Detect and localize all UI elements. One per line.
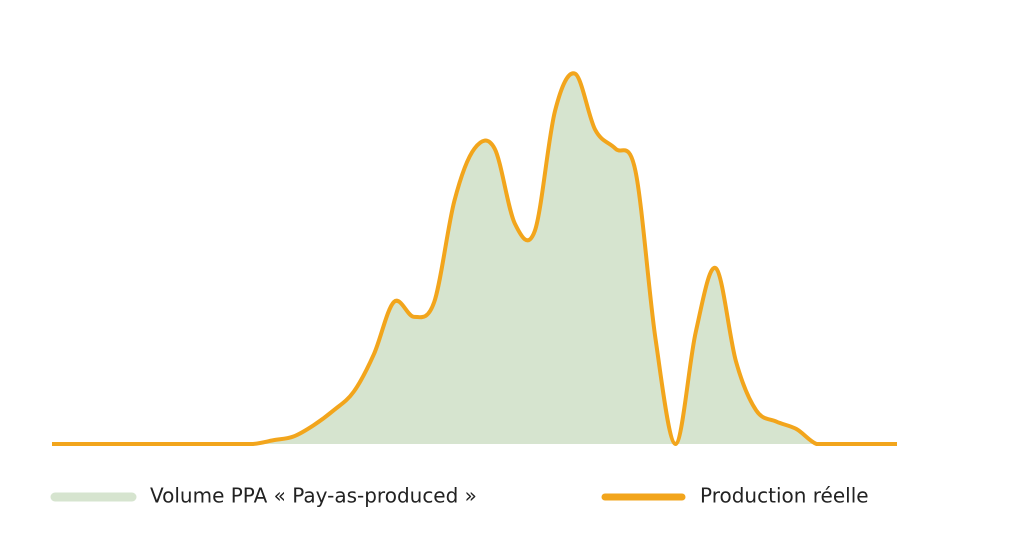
legend-label: Production réelle (700, 484, 869, 508)
legend-label: Volume PPA « Pay-as-produced » (150, 484, 477, 508)
line (52, 71, 897, 446)
area (52, 73, 897, 444)
